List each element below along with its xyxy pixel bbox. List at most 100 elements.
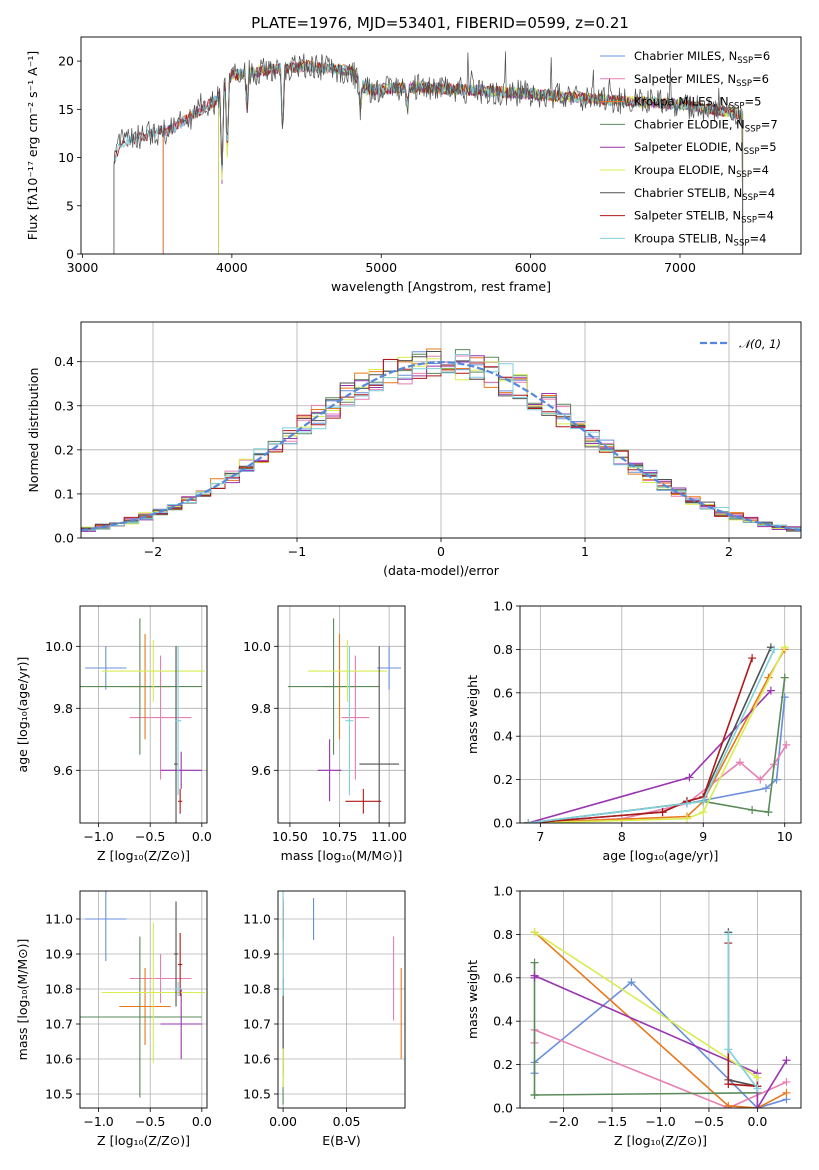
data-marker [753,1073,762,1082]
data-marker [658,808,667,817]
cumulative-line [533,931,787,1108]
x-axis-label: Z [log₁₀(Z/Z⊙)] [97,1133,190,1148]
y-axis-label: Flux [fλ10⁻¹⁷ erg cm⁻² s⁻¹ A⁻¹] [25,51,40,240]
x-tick-label: −0.5 [135,829,165,844]
legend-name: Salpeter ELODIE [634,140,728,154]
plot-area [282,891,402,1105]
legend-n-value: 6 [763,49,770,63]
cumulative-age-panel: 7 8 9 10 0.0 0.2 0.4 0.6 0.8 1.0 age [log₁₀(age/yr… [465,599,802,863]
cumulative-line [528,657,753,823]
legend-n-equals: = [760,140,770,154]
y-tick-label: 1.0 [493,884,513,899]
x-tick-label: −2 [144,544,162,559]
data-marker [724,1045,733,1054]
x-tick-label: 8 [618,829,626,844]
y-tick-label: 0.0 [493,1101,513,1116]
legend-entry: Kroupa STELIB, NSSP=4 [634,231,766,248]
x-tick-label: 0 [437,544,445,559]
x-tick-label: 3000 [67,260,99,275]
data-marker [761,784,770,793]
legend-n-subscript: SSP [744,147,760,157]
y-tick-label: 10.9 [45,947,73,962]
cumulative-line [528,677,786,823]
legend-name: Kroupa STELIB [634,231,718,245]
y-tick-label: 10 [58,150,74,165]
y-tick-label: 11.0 [45,912,73,927]
data-marker [682,799,691,808]
data-marker [530,958,539,967]
x-tick-label: 0.00 [269,1114,297,1129]
x-axis-label: Z [log₁₀(Z/Z⊙)] [97,848,190,863]
legend-entry: Salpeter ELODIE, NSSP=5 [634,140,777,157]
y-tick-label: 0.4 [493,1014,513,1029]
data-marker [699,797,708,806]
x-tick-label: 5000 [365,260,397,275]
legend-name: Chabrier MILES [634,49,721,63]
data-marker [748,654,757,663]
legend-n-subscript: SSP [736,79,752,89]
cumulative-line [727,934,759,1089]
legend-n-subscript: SSP [729,102,745,112]
data-marker [772,775,781,784]
legend-n-equals: = [761,117,771,131]
legend-n-equals: = [744,95,754,109]
plot-area [81,348,801,532]
data-marker [782,740,791,749]
mass-vs-ebv-panel: 0.00 0.05 10.5 10.6 10.7 10.8 10.9 11.0 E(B-V) [243,890,406,1148]
legend-n-equals: = [749,231,759,245]
y-tick-label: 0.0 [493,816,513,831]
legend-n-subscript: SSP [734,238,750,248]
legend-n-value: 4 [768,186,775,200]
data-marker [756,775,765,784]
legend-n-prefix: , N [728,140,744,154]
legend-n-value: 5 [754,95,761,109]
data-marker [724,930,733,939]
y-tick-label: 0.6 [493,970,513,985]
y-tick-label: 0.8 [493,927,513,942]
plot-area [524,643,791,823]
y-tick-label: 10.6 [45,1052,73,1067]
x-axis-label: wavelength [Angstrom, rest frame] [331,279,551,294]
axes-frame [277,890,406,1109]
plot-area [80,618,205,823]
cumulative-line [534,931,758,1079]
data-marker [699,808,708,817]
axes-frame [79,605,208,824]
data-marker [530,928,539,937]
data-marker [764,808,773,817]
axes-frame [519,605,802,824]
data-marker [770,645,779,654]
data-marker [753,1104,762,1108]
x-tick-label: 6000 [515,260,547,275]
y-tick-label: 10.5 [45,1087,73,1102]
legend-entry: Chabrier STELIB, NSSP=4 [634,186,775,203]
legend-n-subscript: SSP [742,193,758,203]
x-tick-label: 2 [725,544,733,559]
legend-name: Chabrier STELIB [634,186,726,200]
y-tick-label: 9.8 [53,701,73,716]
legend-n-equals: = [757,209,767,223]
x-tick-label: 0.0 [747,1114,767,1129]
data-marker [724,1101,733,1108]
axes-frame [519,890,802,1109]
x-tick-label: 1 [581,544,589,559]
y-tick-label: 15 [58,102,74,117]
axes-frame [277,605,406,824]
legend-name: Kroupa MILES [634,95,713,109]
y-tick-label: 0.4 [493,729,513,744]
y-tick-label: 10.7 [243,1017,271,1032]
legend-n-subscript: SSP [745,124,761,134]
y-tick-label: 10.7 [45,1017,73,1032]
x-tick-label: −1.0 [83,829,113,844]
data-marker [735,758,744,767]
age-vs-mass-panel: 10.50 10.75 11.00 9.6 9.8 10.0 mass [log₁₀(M/M… [243,605,407,863]
y-tick-label: 10.0 [243,639,271,654]
y-axis-label: Normed distribution [26,368,41,493]
legend-n-equals: = [758,186,768,200]
legend-n-value: 4 [767,209,774,223]
legend-n-equals: = [753,49,763,63]
legend-entry: 𝒩(0, 1) [739,337,781,351]
y-tick-label: 11.0 [243,912,271,927]
legend-name: Salpeter MILES [634,72,720,86]
